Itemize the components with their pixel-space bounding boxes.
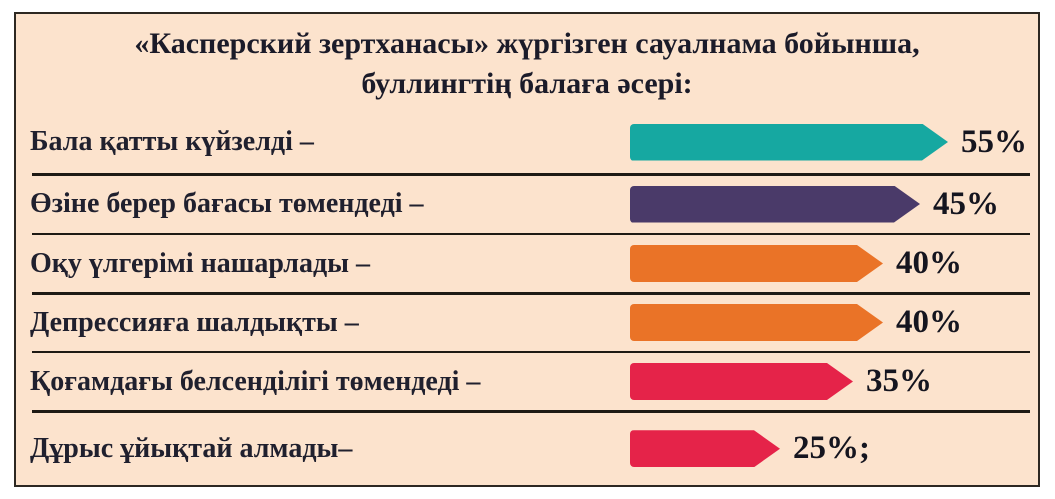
bar xyxy=(630,363,853,400)
chart-title: «Касперский зертханасы» жүргізген сауалн… xyxy=(16,14,1038,111)
bar xyxy=(630,430,780,467)
category-label: Оқу үлгерімі нашарлады – xyxy=(30,247,370,279)
value-label: 45% xyxy=(933,185,999,222)
category-label: Бала қатты күйзелді – xyxy=(30,126,314,157)
row-divider xyxy=(32,173,1030,176)
value-label: 25%; xyxy=(793,430,870,467)
chart-row-4: Депрессияға шалдықты – 40% xyxy=(16,295,1038,351)
row-divider xyxy=(32,232,1030,235)
row-divider xyxy=(32,410,1030,413)
chart-frame: «Касперский зертханасы» жүргізген сауалн… xyxy=(14,12,1040,487)
bar xyxy=(630,186,920,223)
value-label: 35% xyxy=(866,363,932,399)
chart-row-3: Оқу үлгерімі нашарлады – 40% xyxy=(16,235,1038,292)
row-divider xyxy=(32,350,1030,353)
category-label: Өзіне берер бағасы төмендеді – xyxy=(30,188,424,219)
category-label: Қоғамдағы белсенділігі төмендеді – xyxy=(30,365,481,397)
chart-title-line1: «Касперский зертханасы» жүргізген сауалн… xyxy=(134,27,920,60)
bar xyxy=(630,304,883,341)
chart-row-1: Бала қатты күйзелді – 55% xyxy=(16,111,1038,173)
chart-row-5: Қоғамдағы белсенділігі төмендеді – 35% xyxy=(16,353,1038,410)
category-label: Дұрыс ұйықтай алмады– xyxy=(30,432,353,464)
chart-row-6: Дұрыс ұйықтай алмады– 25%; xyxy=(16,413,1038,486)
chart-row-2: Өзіне берер бағасы төмендеді – 45% xyxy=(16,176,1038,233)
chart-title-line2: буллингтің балаға әсері: xyxy=(361,67,693,100)
chart-rows: Бала қатты күйзелді – 55% Өзіне берер ба… xyxy=(16,111,1038,485)
bar xyxy=(630,124,948,161)
value-label: 40% xyxy=(896,245,962,281)
row-divider xyxy=(32,292,1030,295)
category-label: Депрессияға шалдықты – xyxy=(30,306,359,338)
value-label: 40% xyxy=(896,304,962,340)
value-label: 55% xyxy=(961,123,1027,160)
bar xyxy=(630,245,883,282)
